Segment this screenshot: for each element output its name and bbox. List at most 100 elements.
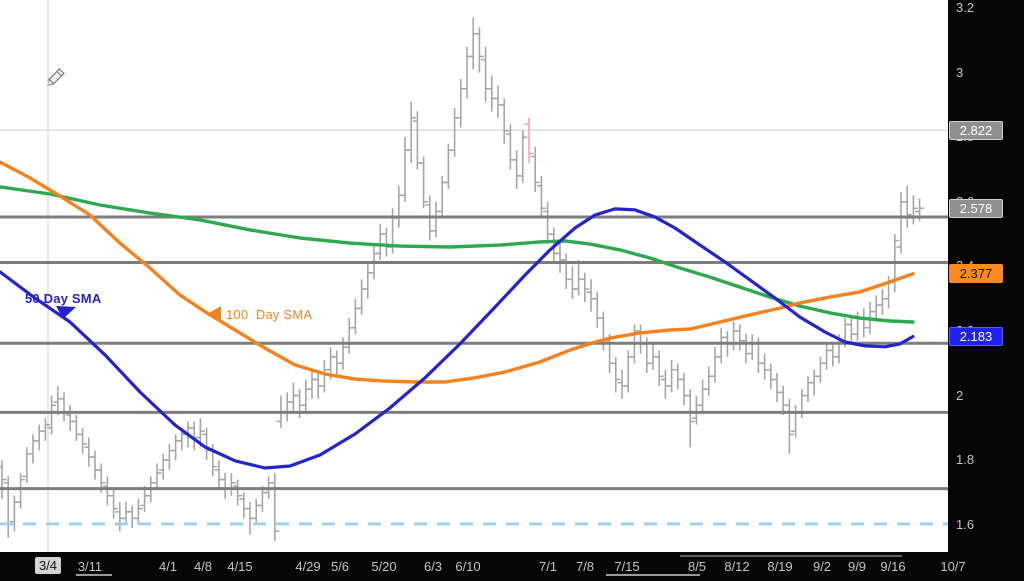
ohlc-bar: [34, 424, 44, 451]
ohlc-bar: [3, 476, 13, 538]
ohlc-bar: [877, 289, 887, 315]
ohlc-bar: [716, 327, 726, 364]
date-tick: 10/7: [940, 559, 966, 574]
ohlc-bar: [220, 473, 230, 499]
ohlc-bar: [307, 369, 317, 399]
price-tick: 1.8: [956, 452, 975, 468]
date-tick: 5/20: [371, 559, 397, 574]
ohlc-bar: [71, 414, 81, 441]
ohlc-bar: [65, 405, 75, 432]
ohlc-bar: [400, 137, 410, 202]
ohlc-bar: [729, 321, 739, 351]
ohlc-bar: [375, 224, 385, 260]
sma200-line[interactable]: [0, 185, 915, 324]
ohlc-bar: [301, 379, 311, 412]
ohlc-bar: [226, 473, 236, 496]
ohlc-bar: [685, 389, 695, 448]
price-tick: 3.2: [956, 0, 975, 15]
date-tick: 8/5: [687, 559, 707, 574]
ohlc-bar: [462, 46, 472, 99]
date-tick: 6/10: [455, 559, 481, 574]
ohlc-bar: [350, 298, 360, 335]
date-tick: 4/1: [158, 559, 178, 574]
ohlc-bar: [127, 505, 137, 529]
date-tick: 9/9: [847, 559, 867, 574]
ohlc-bar: [586, 279, 596, 312]
date-tick: 9/16: [880, 559, 906, 574]
ohlc-bar: [859, 308, 869, 338]
ohlc-bar: [784, 398, 794, 454]
ohlc-bar: [152, 463, 162, 490]
ohlc-bar: [871, 295, 881, 322]
date-tick: 3/11: [77, 559, 103, 574]
ohlc-bar: [319, 360, 329, 393]
date-tick: 8/19: [767, 559, 793, 574]
ohlc-bar: [0, 460, 7, 499]
sma100-line[interactable]: [0, 160, 915, 384]
ohlc-bar: [84, 437, 94, 467]
ohlc-bar: [419, 156, 429, 209]
date-tick: 8/12: [724, 559, 750, 574]
ohlc-bar: [691, 395, 701, 425]
ohlc-bar: [574, 259, 584, 296]
ohlc-bar: [481, 46, 491, 102]
ohlc-bar: [450, 108, 460, 157]
ohlc-bar: [22, 447, 32, 483]
ohlc-bar: [115, 502, 125, 532]
ohlc-bar: [456, 79, 466, 128]
ohlc-bars: [0, 17, 925, 541]
ohlc-bar: [747, 334, 757, 361]
price-tick: 2: [956, 387, 964, 403]
date-tick: 7/8: [575, 559, 595, 574]
price-axis[interactable]: 3.232.82.62.42.221.81.62.8222.5782.3772.…: [948, 0, 1024, 552]
ohlc-bar: [90, 450, 100, 480]
ohlc-bar: [121, 502, 131, 525]
ohlc-bar: [772, 372, 782, 403]
ohlc-bar: [164, 444, 174, 470]
ohlc-bar: [133, 498, 143, 525]
ohlc-bar: [791, 405, 801, 438]
sma50-line[interactable]: [0, 207, 915, 470]
price-tick: 3: [956, 64, 964, 80]
ohlc-bar: [357, 279, 367, 315]
ohlc-bar: [59, 392, 69, 422]
time-axis-underline: [76, 574, 112, 576]
ohlc-bar: [704, 366, 714, 396]
ohlc-bar: [766, 363, 776, 390]
ohlc-bar: [431, 201, 441, 238]
ohlc-bar: [487, 75, 497, 112]
chart-plot-area[interactable]: 50 Day SMA 100 Day SMA: [0, 0, 948, 552]
ohlc-bar: [102, 476, 112, 506]
price-badge-sma100-value: 2.377: [949, 264, 1003, 284]
ohlc-bar: [512, 150, 522, 189]
chart-canvas[interactable]: [0, 0, 948, 552]
ohlc-bar: [493, 85, 503, 118]
price-badge-sma50-value: 2.183: [949, 326, 1003, 346]
ohlc-bar: [394, 185, 404, 228]
sma50-marker-icon[interactable]: [55, 305, 77, 320]
ohlc-bar: [567, 266, 577, 299]
ohlc-bar: [40, 418, 50, 441]
date-tick: 7/15: [614, 559, 640, 574]
ohlc-bar: [171, 434, 181, 461]
ohlc-bar: [760, 353, 770, 380]
ohlc-bar: [803, 376, 813, 403]
ohlc-bar: [16, 473, 26, 509]
ohlc-bar: [822, 343, 832, 370]
ohlc-bar: [778, 385, 788, 415]
time-axis[interactable]: 3/4 3/11 4/1 4/8 4/15 4/29 5/6 5/20 6/3 6/10 7/1 7/…: [0, 552, 1024, 581]
horizontal-drawn-lines[interactable]: [0, 215, 948, 491]
ohlc-bar: [698, 379, 708, 412]
ohlc-bar: [815, 356, 825, 383]
sma100-label[interactable]: 100 Day SMA: [226, 307, 313, 322]
ohlc-bar: [474, 27, 484, 73]
ohlc-bar: [673, 363, 683, 390]
sma100-marker-icon[interactable]: [206, 306, 222, 323]
ohlc-bar: [908, 195, 918, 225]
price-badge-last-price: 2.578: [949, 199, 1003, 219]
ohlc-bar: [47, 395, 57, 435]
price-tick: 1.6: [956, 516, 975, 532]
sma50-label[interactable]: 50 Day SMA: [25, 291, 102, 306]
date-tick: 4/8: [193, 559, 213, 574]
ohlc-bar: [78, 427, 88, 454]
